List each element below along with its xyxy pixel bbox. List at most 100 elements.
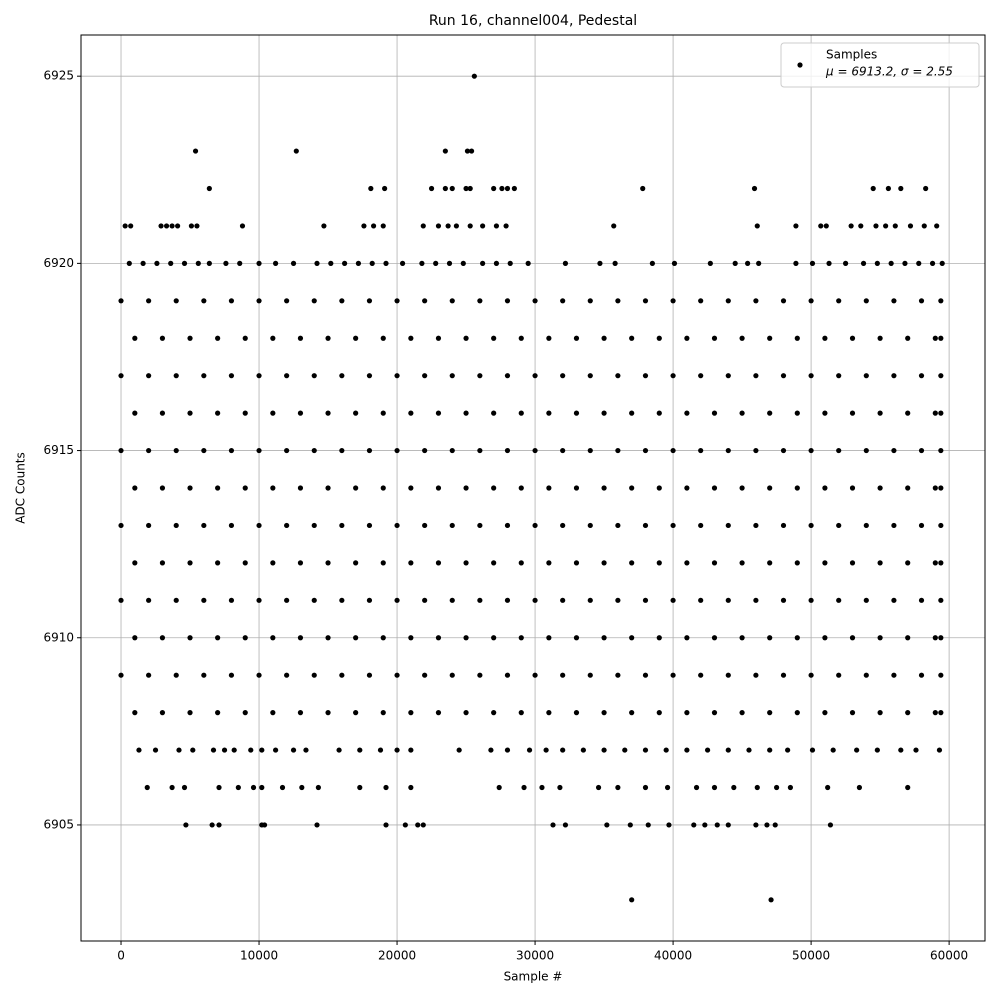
point xyxy=(693,784,700,791)
point xyxy=(435,635,442,641)
point xyxy=(725,747,731,753)
point xyxy=(822,335,828,341)
point xyxy=(491,410,497,416)
point xyxy=(932,485,938,491)
point xyxy=(595,784,602,791)
point xyxy=(463,410,469,416)
point xyxy=(228,672,235,678)
point xyxy=(656,560,662,566)
point xyxy=(394,522,400,529)
point xyxy=(201,447,207,454)
point xyxy=(707,260,713,266)
point xyxy=(601,560,607,566)
point xyxy=(546,410,552,416)
point xyxy=(891,672,897,678)
point xyxy=(532,522,538,529)
point xyxy=(357,747,363,753)
point xyxy=(435,223,442,229)
point xyxy=(836,522,842,529)
point xyxy=(532,597,538,603)
point xyxy=(573,560,580,566)
point xyxy=(477,373,483,379)
point xyxy=(402,822,408,828)
point xyxy=(873,223,879,229)
point xyxy=(408,784,414,791)
point xyxy=(159,485,166,491)
point xyxy=(187,710,193,716)
x-tick-label: 60000 xyxy=(930,949,968,963)
point xyxy=(671,260,678,266)
point xyxy=(152,747,159,753)
point xyxy=(159,635,166,641)
x-tick-label: 0 xyxy=(117,949,125,963)
point xyxy=(780,522,787,529)
point xyxy=(877,635,883,641)
point xyxy=(670,298,676,304)
point xyxy=(929,260,936,266)
point xyxy=(284,373,290,379)
point xyxy=(297,335,304,341)
x-tick-label: 20000 xyxy=(378,949,416,963)
point xyxy=(215,410,221,416)
point xyxy=(325,335,331,341)
point xyxy=(223,260,229,266)
point xyxy=(849,485,856,491)
point xyxy=(477,298,483,304)
point xyxy=(753,447,759,454)
point xyxy=(767,635,773,641)
point xyxy=(725,522,731,529)
point xyxy=(146,672,152,678)
point xyxy=(649,260,655,266)
point xyxy=(753,298,759,304)
point xyxy=(118,373,124,379)
point xyxy=(725,298,731,304)
point xyxy=(314,260,320,266)
point xyxy=(543,747,549,753)
point xyxy=(118,597,124,603)
point xyxy=(938,597,944,603)
point xyxy=(499,185,505,192)
point xyxy=(764,822,770,828)
point xyxy=(767,710,773,716)
point xyxy=(118,672,124,678)
point xyxy=(739,410,745,416)
point xyxy=(383,822,389,828)
point xyxy=(325,410,331,416)
point xyxy=(173,447,179,454)
point xyxy=(526,747,533,753)
point xyxy=(449,672,455,678)
point xyxy=(822,485,828,491)
point xyxy=(228,447,235,454)
point xyxy=(311,373,317,379)
point xyxy=(209,822,215,828)
point xyxy=(772,822,778,828)
point xyxy=(491,710,497,716)
point xyxy=(684,410,690,416)
point xyxy=(932,560,938,566)
point xyxy=(938,298,944,304)
point xyxy=(642,784,649,791)
point xyxy=(270,335,276,341)
point xyxy=(368,185,374,192)
point xyxy=(279,784,286,791)
point xyxy=(627,822,633,828)
point xyxy=(415,822,421,828)
point xyxy=(870,185,876,192)
point xyxy=(433,260,439,266)
point xyxy=(938,410,944,416)
point xyxy=(336,747,342,753)
point xyxy=(284,447,290,454)
point xyxy=(874,260,880,266)
point xyxy=(615,672,621,678)
point xyxy=(221,747,228,753)
point xyxy=(187,485,193,491)
point xyxy=(711,635,718,641)
x-tick-label: 10000 xyxy=(240,949,278,963)
legend-label: Samples xyxy=(826,48,877,62)
legend: Samples μ = 6913.2, σ = 2.55 xyxy=(780,42,980,88)
point xyxy=(377,747,384,753)
point xyxy=(525,260,531,266)
point xyxy=(154,260,160,266)
point xyxy=(303,747,309,753)
point xyxy=(173,373,179,379)
